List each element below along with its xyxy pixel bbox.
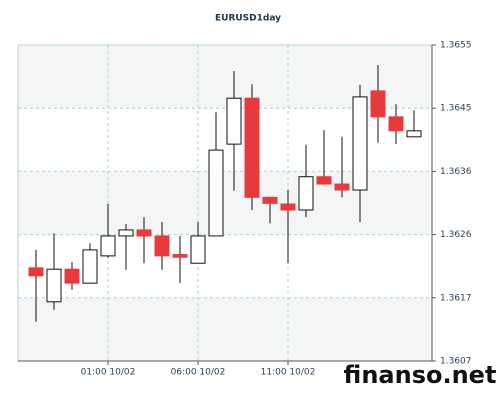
candle-body [388, 116, 404, 132]
candle-body [28, 267, 44, 277]
y-tick-label: 1.3626 [440, 230, 472, 240]
y-tick-label: 1.3636 [440, 167, 472, 177]
candle-body [298, 176, 314, 211]
x-tick-label: 11:00 10/02 [261, 368, 316, 378]
watermark: finanso.net [344, 361, 497, 389]
candle-body [406, 130, 422, 138]
candle-body [370, 90, 386, 118]
candle-body [262, 196, 278, 204]
band [18, 171, 432, 235]
candle-body [316, 176, 332, 185]
candle-body [244, 97, 260, 198]
candle-body [226, 97, 242, 145]
band [18, 45, 432, 109]
candle-body [118, 229, 134, 237]
y-tick-label: 1.3655 [440, 41, 472, 51]
candle-body [352, 96, 368, 191]
candle-body [136, 229, 152, 237]
candle-body [154, 235, 170, 257]
candle-body [82, 249, 98, 284]
candle-body [208, 149, 224, 237]
candle-body [172, 254, 188, 258]
plot-area [17, 44, 433, 362]
y-tick-label: 1.3645 [440, 104, 472, 114]
band [18, 234, 432, 298]
candle-body [280, 203, 296, 211]
x-tick-label: 01:00 10/02 [81, 368, 136, 378]
candle-body [334, 183, 350, 191]
candle-body [64, 268, 80, 284]
chart-title: EURUSD1day [215, 14, 281, 24]
y-tick-label: 1.3607 [440, 357, 472, 367]
candle-body [190, 235, 206, 264]
candle-body [46, 268, 62, 303]
y-tick-label: 1.3617 [440, 293, 472, 303]
candle-body [100, 235, 116, 257]
x-tick-label: 06:00 10/02 [171, 368, 226, 378]
band [18, 108, 432, 172]
band [18, 297, 432, 361]
